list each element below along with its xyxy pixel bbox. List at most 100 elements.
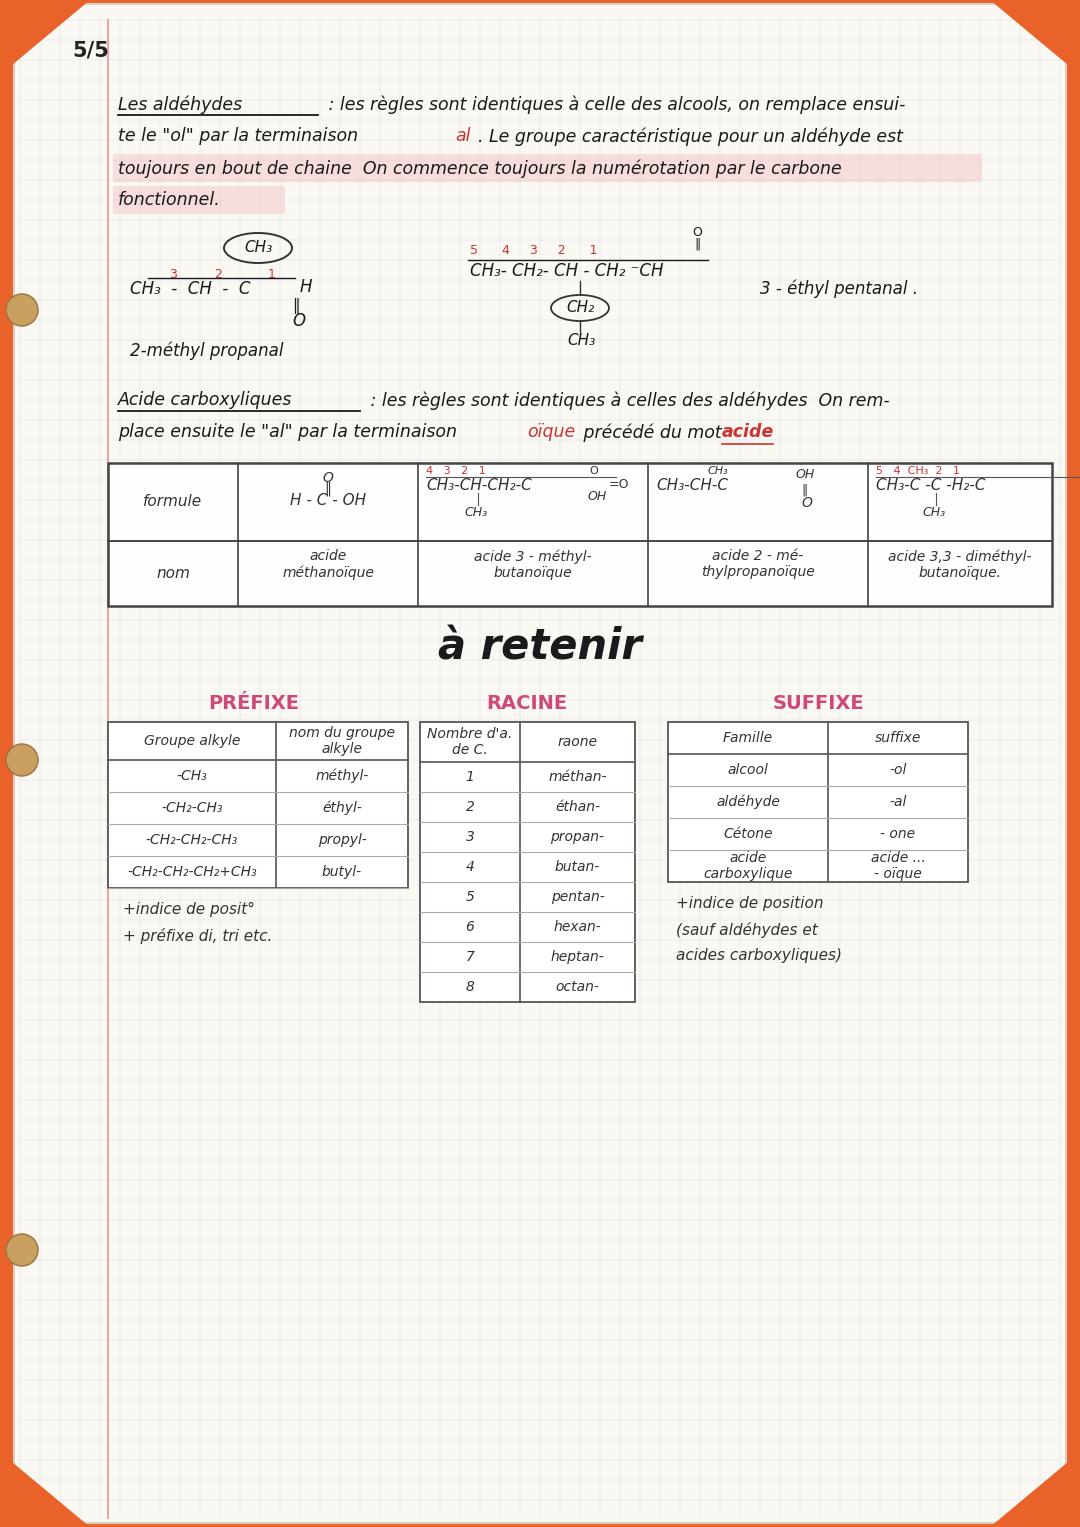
Text: éthyl-: éthyl- (322, 800, 362, 815)
Text: (sauf aldéhydes et: (sauf aldéhydes et (676, 922, 818, 938)
FancyBboxPatch shape (14, 5, 1066, 1522)
Bar (108, 722, 408, 889)
Text: pentan-: pentan- (551, 890, 605, 904)
Text: CH₂: CH₂ (566, 301, 594, 316)
Text: à retenir: à retenir (438, 626, 642, 667)
Text: - one: - one (880, 828, 916, 841)
Text: Groupe alkyle: Groupe alkyle (144, 734, 240, 748)
Bar (108, 463, 1052, 606)
Text: CH₃: CH₃ (922, 505, 945, 519)
Text: 3 - éthyl pentanal .: 3 - éthyl pentanal . (760, 279, 918, 298)
Text: SUFFIXE: SUFFIXE (772, 693, 864, 713)
Text: CH₃-CH-C: CH₃-CH-C (656, 478, 728, 493)
Text: éthan-: éthan- (555, 800, 600, 814)
Text: O: O (323, 470, 334, 486)
Text: 7: 7 (465, 950, 474, 964)
Text: OH: OH (588, 490, 607, 502)
Text: Famille: Famille (723, 731, 773, 745)
Text: acide 3,3 - diméthyl-
butanoïque.: acide 3,3 - diméthyl- butanoïque. (888, 550, 1031, 580)
Text: toujours en bout de chaine  On commence toujours la numérotation par le carbone: toujours en bout de chaine On commence t… (118, 159, 841, 177)
Text: acide: acide (723, 423, 774, 441)
Text: +indice de position: +indice de position (676, 896, 824, 912)
Text: -CH₃: -CH₃ (177, 770, 207, 783)
Text: 5      4     3     2      1: 5 4 3 2 1 (470, 244, 597, 257)
Circle shape (6, 1234, 38, 1266)
Text: OH: OH (796, 467, 815, 481)
Bar (669, 722, 968, 883)
Text: fonctionnel.: fonctionnel. (118, 191, 220, 209)
Text: ‖: ‖ (292, 298, 299, 315)
Text: ‖: ‖ (694, 238, 700, 250)
FancyBboxPatch shape (113, 186, 285, 214)
Text: aldéhyde: aldéhyde (716, 794, 780, 809)
Text: 6: 6 (465, 919, 474, 935)
Text: -al: -al (889, 796, 907, 809)
Text: CH₃  -  CH  -  C: CH₃ - CH - C (130, 279, 251, 298)
Text: butan-: butan- (555, 860, 600, 873)
Text: acides carboxyliques): acides carboxyliques) (676, 948, 842, 964)
Text: 1: 1 (465, 770, 474, 783)
Text: 4   3   2   1: 4 3 2 1 (426, 466, 486, 476)
Text: H - C - OH: H - C - OH (289, 493, 366, 508)
Polygon shape (990, 1452, 1080, 1527)
Text: O: O (292, 312, 306, 330)
Polygon shape (990, 0, 1080, 75)
Text: . Le groupe caractéristique pour un aldéhyde est: . Le groupe caractéristique pour un aldé… (478, 127, 903, 145)
Text: nom: nom (157, 567, 190, 580)
Text: PRÉFIXE: PRÉFIXE (208, 693, 299, 713)
Text: 1: 1 (268, 269, 275, 281)
Text: CH₃: CH₃ (708, 466, 729, 476)
Text: place ensuite le "al" par la terminaison: place ensuite le "al" par la terminaison (118, 423, 462, 441)
Text: + préfixe di, tri etc.: + préfixe di, tri etc. (123, 928, 272, 944)
Circle shape (6, 295, 38, 325)
Text: méthyl-: méthyl- (315, 768, 368, 783)
Text: 2: 2 (214, 269, 221, 281)
Text: acide 3 - méthyl-
butanoïque: acide 3 - méthyl- butanoïque (474, 550, 592, 580)
Text: H: H (300, 278, 312, 296)
Text: 5   4  CH₃  2   1: 5 4 CH₃ 2 1 (876, 466, 960, 476)
Text: te le "ol" par la terminaison: te le "ol" par la terminaison (118, 127, 364, 145)
Text: acide
méthanoïque: acide méthanoïque (282, 550, 374, 580)
Text: nom du groupe
alkyle: nom du groupe alkyle (289, 725, 395, 756)
Text: O: O (801, 496, 812, 510)
Text: -ol: -ol (889, 764, 907, 777)
Text: +indice de posit°: +indice de posit° (123, 902, 255, 918)
Text: -CH₂-CH₂-CH₂+CH₃: -CH₂-CH₂-CH₂+CH₃ (127, 864, 257, 880)
Text: 3: 3 (465, 831, 474, 844)
Bar (420, 722, 635, 1002)
Text: CH₃: CH₃ (244, 240, 272, 255)
Text: CH₃- CH₂- CH - CH₂ ⁻CH: CH₃- CH₂- CH - CH₂ ⁻CH (470, 263, 663, 279)
Text: 5/5: 5/5 (72, 40, 109, 60)
Text: Nombre d'a.
de C.: Nombre d'a. de C. (428, 727, 513, 757)
Text: RACINE: RACINE (486, 693, 568, 713)
Text: Acide carboxyliques: Acide carboxyliques (118, 391, 293, 409)
Text: CH₃-CH-CH₂-C: CH₃-CH-CH₂-C (426, 478, 531, 493)
Text: précédé du mot: précédé du mot (578, 423, 727, 441)
Text: acide 2 - mé-
thylpropanoïque: acide 2 - mé- thylpropanoïque (701, 550, 815, 579)
Text: : les règles sont identiques à celles des aldéhydes  On rem-: : les règles sont identiques à celles de… (365, 391, 890, 409)
Text: ‖: ‖ (325, 483, 332, 496)
Text: heptan-: heptan- (551, 950, 605, 964)
Text: propyl-: propyl- (318, 834, 366, 847)
Text: O: O (692, 226, 702, 240)
Text: méthan-: méthan- (549, 770, 607, 783)
Text: suffixe: suffixe (875, 731, 921, 745)
Text: 5: 5 (465, 890, 474, 904)
Text: hexan-: hexan- (554, 919, 602, 935)
Text: alcool: alcool (728, 764, 769, 777)
Text: 8: 8 (465, 980, 474, 994)
Text: 4: 4 (465, 860, 474, 873)
Text: CH₃: CH₃ (567, 333, 595, 348)
Text: : les règles sont identiques à celle des alcools, on remplace ensui-: : les règles sont identiques à celle des… (323, 95, 905, 113)
Text: -CH₂-CH₃: -CH₂-CH₃ (161, 802, 222, 815)
Text: acide
carboxylique: acide carboxylique (703, 851, 793, 881)
Text: =O: =O (609, 478, 630, 492)
Text: O: O (589, 466, 597, 476)
Polygon shape (0, 1452, 90, 1527)
Text: acide ...
- oïque: acide ... - oïque (870, 851, 926, 881)
Text: al: al (455, 127, 471, 145)
FancyBboxPatch shape (113, 154, 982, 182)
Text: oïque: oïque (527, 423, 576, 441)
Text: Les aldéhydes: Les aldéhydes (118, 95, 242, 113)
Text: -CH₂-CH₂-CH₃: -CH₂-CH₂-CH₃ (146, 834, 238, 847)
